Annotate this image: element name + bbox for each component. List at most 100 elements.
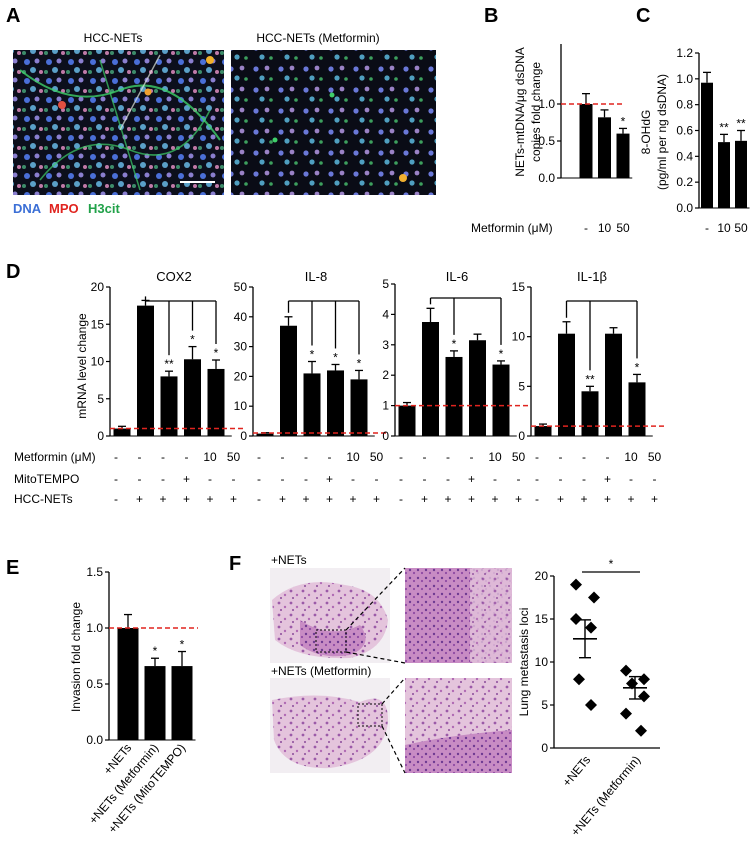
significance-label: * bbox=[621, 114, 626, 128]
x-tick-label: - bbox=[705, 221, 709, 235]
treatment-symbol: - bbox=[257, 450, 261, 464]
treatment-symbol: + bbox=[302, 492, 309, 506]
significance-label: * bbox=[635, 360, 640, 374]
subplot-title: IL-1β bbox=[577, 269, 607, 284]
chart-d: mRNA level change05101520COX2****-----+-… bbox=[14, 269, 667, 506]
micrograph-hcc-nets bbox=[13, 50, 224, 195]
panel-letter-a: A bbox=[6, 5, 20, 27]
treatment-symbol: - bbox=[446, 472, 450, 486]
bar bbox=[280, 325, 297, 436]
treatment-symbol: + bbox=[468, 492, 475, 506]
treatment-symbol: + bbox=[515, 492, 522, 506]
treatment-symbol: - bbox=[535, 472, 539, 486]
treatment-symbol: - bbox=[328, 450, 332, 464]
bar bbox=[422, 322, 439, 436]
legend-h3cit: H3cit bbox=[88, 201, 120, 216]
y-tick-label: 0 bbox=[541, 741, 548, 755]
significance-label: * bbox=[153, 644, 158, 658]
y-axis-label: Lung metastasis loci bbox=[517, 608, 531, 717]
y-tick-label: 1.0 bbox=[538, 97, 555, 111]
chart-c: 0.0 0.2 0.4 0.6 0.8 1.0 1.2 ** ** 8-OHdG (pg/ml pe… bbox=[639, 46, 750, 235]
data-point bbox=[570, 578, 582, 591]
treatment-symbol: - bbox=[446, 450, 450, 464]
treatment-symbol: - bbox=[535, 492, 539, 506]
panel-f-image1-title: +NETs bbox=[271, 553, 307, 567]
bar bbox=[137, 305, 154, 436]
significance-label: * bbox=[180, 638, 185, 652]
treatment-symbol: - bbox=[399, 450, 403, 464]
y-axis-label: mRNA level change bbox=[75, 313, 89, 419]
y-axis-label: (pg/ml per ng dsDNA) bbox=[655, 74, 669, 190]
y-tick-label: 1.0 bbox=[86, 621, 103, 635]
data-point bbox=[570, 613, 582, 625]
subplot-title: IL-8 bbox=[305, 269, 327, 284]
treatment-symbol: - bbox=[559, 472, 563, 486]
bar bbox=[605, 333, 622, 436]
y-tick-label: 10 bbox=[512, 330, 526, 344]
y-tick-label: 1.0 bbox=[676, 72, 693, 86]
significance-label: * bbox=[452, 337, 457, 351]
y-tick-label: 5 bbox=[382, 277, 389, 291]
treatment-symbol: - bbox=[493, 472, 497, 486]
treatment-symbol: - bbox=[257, 492, 261, 506]
panel-letter-e: E bbox=[6, 557, 19, 579]
row-label: HCC-NETs bbox=[14, 492, 73, 506]
y-tick-label: 40 bbox=[234, 310, 248, 324]
panel-a: HCC-NETs HCC-NETs (Metformin) DNA MPO H3… bbox=[13, 31, 436, 216]
treatment-symbol: 50 bbox=[227, 450, 241, 464]
treatment-symbol: - bbox=[257, 472, 261, 486]
bar bbox=[184, 359, 201, 436]
histology-nets-high bbox=[405, 568, 512, 663]
significance-label: * bbox=[499, 347, 504, 361]
treatment-symbol: - bbox=[582, 450, 586, 464]
row-label: Metformin (μM) bbox=[14, 450, 96, 464]
data-point bbox=[635, 724, 647, 737]
y-tick-label: 15 bbox=[512, 280, 526, 294]
bar bbox=[534, 426, 552, 436]
treatment-symbol: - bbox=[161, 450, 165, 464]
significance-label: * bbox=[214, 346, 219, 360]
data-point bbox=[588, 591, 600, 604]
treatment-symbol: - bbox=[304, 472, 308, 486]
treatment-symbol: - bbox=[517, 472, 521, 486]
treatment-symbol: + bbox=[326, 492, 333, 506]
panel-f-image2-title: +NETs (Metformin) bbox=[271, 664, 371, 678]
panel-a-image1-title: HCC-NETs bbox=[84, 31, 143, 45]
significance-label: * bbox=[190, 333, 195, 347]
x-tick-label: 10 bbox=[598, 221, 612, 235]
panel-a-image2-title: HCC-NETs (Metformin) bbox=[256, 31, 379, 45]
y-tick-label: 20 bbox=[234, 369, 248, 383]
bar bbox=[256, 433, 274, 436]
treatment-symbol: + bbox=[604, 472, 611, 486]
y-axis-label: NETs-mtDNA/μg dsDNA bbox=[513, 47, 527, 177]
bar bbox=[581, 391, 599, 436]
bar bbox=[701, 82, 713, 208]
y-tick-label: 1 bbox=[382, 399, 389, 413]
y-axis-label: copies fold change bbox=[529, 62, 543, 162]
legend-dna: DNA bbox=[13, 201, 42, 216]
y-tick-label: 10 bbox=[535, 655, 549, 669]
treatment-symbol: + bbox=[627, 492, 634, 506]
significance-label: * bbox=[333, 350, 338, 364]
bar bbox=[598, 117, 611, 178]
bar bbox=[445, 356, 463, 436]
y-tick-label: 10 bbox=[234, 399, 248, 413]
y-axis-label: 8-OHdG bbox=[639, 110, 653, 155]
bar bbox=[616, 133, 630, 178]
treatment-symbol: - bbox=[114, 450, 118, 464]
y-tick-label: 15 bbox=[91, 317, 105, 331]
treatment-symbol: + bbox=[206, 492, 213, 506]
y-tick-label: 10 bbox=[91, 355, 105, 369]
data-point bbox=[585, 699, 597, 711]
treatment-symbol: 10 bbox=[488, 450, 502, 464]
treatment-symbol: - bbox=[208, 472, 212, 486]
data-point bbox=[585, 621, 597, 634]
treatment-symbol: - bbox=[653, 472, 657, 486]
bar bbox=[327, 370, 344, 436]
treatment-symbol: - bbox=[161, 472, 165, 486]
treatment-symbol: 50 bbox=[648, 450, 662, 464]
y-axis-label: Invasion fold change bbox=[69, 602, 83, 712]
x-tick-label: +NETs bbox=[560, 753, 594, 789]
data-point bbox=[620, 707, 632, 720]
